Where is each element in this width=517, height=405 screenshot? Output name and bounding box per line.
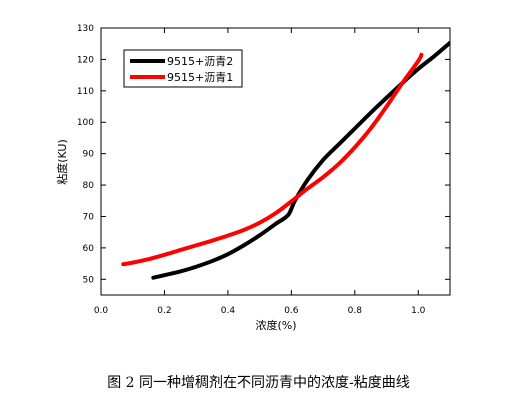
figure-caption: 图 2 同一种增稠剂在不同沥青中的浓度-粘度曲线 bbox=[107, 375, 410, 391]
y-axis-ticks: 50 60 70 80 90 100 110 120 130 bbox=[77, 24, 450, 285]
y-tick-label: 60 bbox=[83, 244, 95, 254]
x-tick-label: 1.0 bbox=[411, 306, 426, 316]
legend-label-series-2: 9515+沥青1 bbox=[167, 71, 233, 84]
y-tick-label: 80 bbox=[83, 181, 95, 191]
legend: 9515+沥青2 9515+沥青1 bbox=[123, 49, 243, 88]
x-tick-label: 0.0 bbox=[94, 306, 109, 316]
series-line-2 bbox=[121, 52, 424, 267]
x-axis-title: 浓度(%) bbox=[255, 318, 296, 332]
chart-svg: 0.0 0.2 0.4 0.6 0.8 1.0 50 60 70 80 90 100 110 120 13… bbox=[55, 24, 451, 332]
y-tick-label: 120 bbox=[77, 55, 94, 65]
y-tick-label: 50 bbox=[83, 275, 95, 285]
x-axis-ticks: 0.0 0.2 0.4 0.6 0.8 1.0 bbox=[94, 28, 426, 316]
y-tick-label: 70 bbox=[83, 212, 95, 222]
plot-frame bbox=[100, 27, 451, 296]
x-tick-label: 0.8 bbox=[348, 306, 363, 316]
x-tick-label: 0.6 bbox=[284, 306, 299, 316]
legend-box bbox=[123, 49, 243, 88]
legend-label-series-1: 9515+沥青2 bbox=[167, 55, 233, 68]
series-group bbox=[121, 40, 450, 280]
y-tick-label: 110 bbox=[77, 87, 94, 97]
y-tick-label: 130 bbox=[77, 24, 94, 34]
y-tick-label: 90 bbox=[83, 150, 95, 160]
y-tick-label: 100 bbox=[77, 118, 94, 128]
y-axis-title: 粘度(KU) bbox=[55, 139, 69, 185]
x-tick-label: 0.4 bbox=[221, 306, 236, 316]
x-tick-label: 0.2 bbox=[157, 306, 171, 316]
